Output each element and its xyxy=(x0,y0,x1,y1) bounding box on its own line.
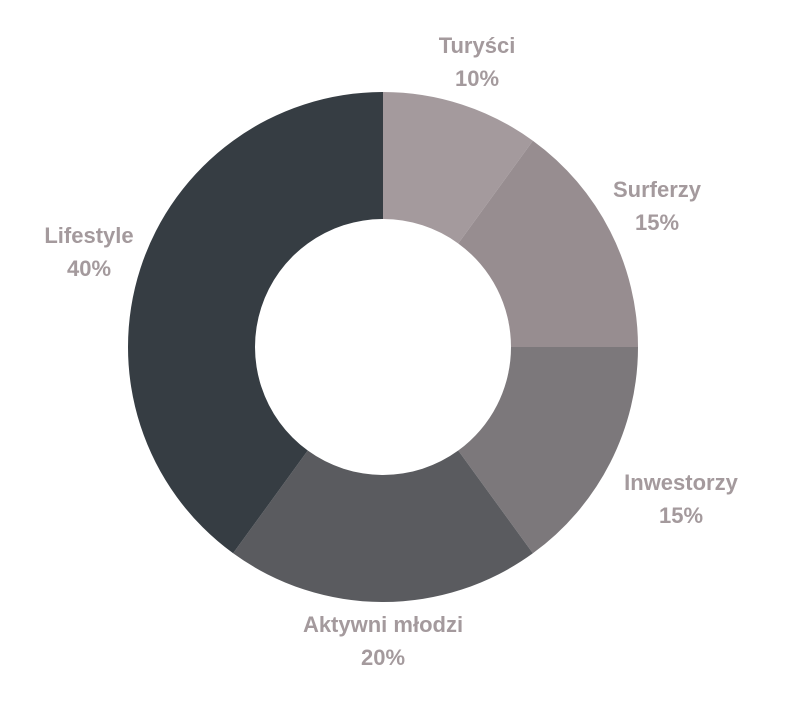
donut-slice xyxy=(458,140,638,347)
slice-label: Aktywni młodzi xyxy=(303,612,463,637)
donut-slice xyxy=(127,92,384,554)
slice-value-label: 15% xyxy=(635,210,679,235)
donut-slice xyxy=(458,347,638,554)
slice-value-label: 40% xyxy=(67,256,111,281)
slice-value-label: 10% xyxy=(455,66,499,91)
slice-label: Inwestorzy xyxy=(624,470,738,495)
slice-value-label: 20% xyxy=(361,645,405,670)
donut-slice xyxy=(233,450,533,603)
donut-slice xyxy=(383,92,533,244)
slice-value-label: 15% xyxy=(659,503,703,528)
slice-label: Turyści xyxy=(439,33,516,58)
slice-label: Surferzy xyxy=(613,177,702,202)
slice-label: Lifestyle xyxy=(44,223,133,248)
